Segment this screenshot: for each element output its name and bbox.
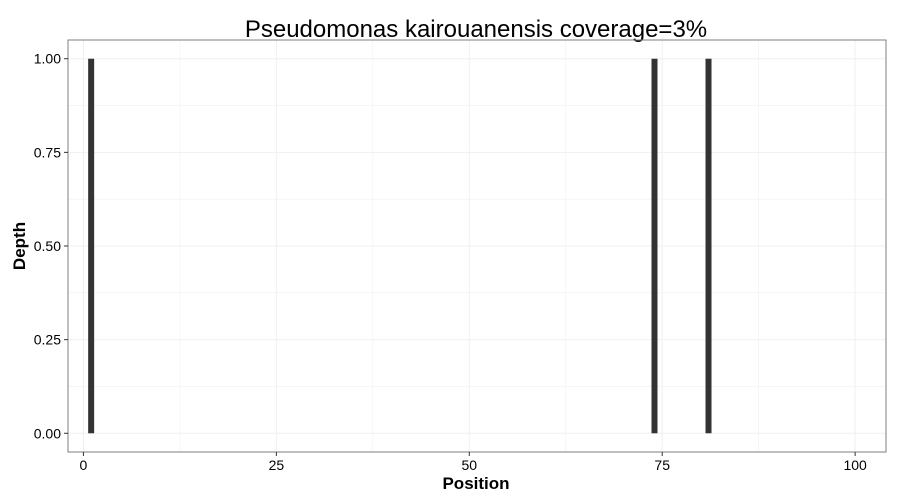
x-tick-label: 25 <box>269 457 285 473</box>
y-tick-label: 0.00 <box>34 425 61 441</box>
y-tick-label: 1.00 <box>34 51 61 67</box>
x-tick-label: 50 <box>461 457 477 473</box>
y-axis-ticks: 0.00 0.25 0.50 0.75 1.00 <box>34 51 68 441</box>
x-axis-title: Position <box>442 474 509 493</box>
coverage-bar <box>651 58 658 434</box>
plot-panel <box>67 39 887 453</box>
coverage-bar <box>705 58 712 434</box>
y-tick-label: 0.75 <box>34 144 61 160</box>
grid-minor <box>68 40 886 452</box>
x-tick-label: 0 <box>80 457 88 473</box>
y-tick-label: 0.50 <box>34 238 61 254</box>
coverage-bar <box>88 58 95 434</box>
chart-title: Pseudomonas kairouanensis coverage=3% <box>245 16 707 43</box>
grid-major <box>68 40 886 452</box>
x-tick-label: 100 <box>843 457 867 473</box>
x-axis-ticks: 0 25 50 75 100 <box>80 452 867 473</box>
bars <box>88 58 712 434</box>
y-axis-title: Depth <box>10 222 29 270</box>
y-tick-label: 0.25 <box>34 332 61 348</box>
x-tick-label: 75 <box>654 457 670 473</box>
